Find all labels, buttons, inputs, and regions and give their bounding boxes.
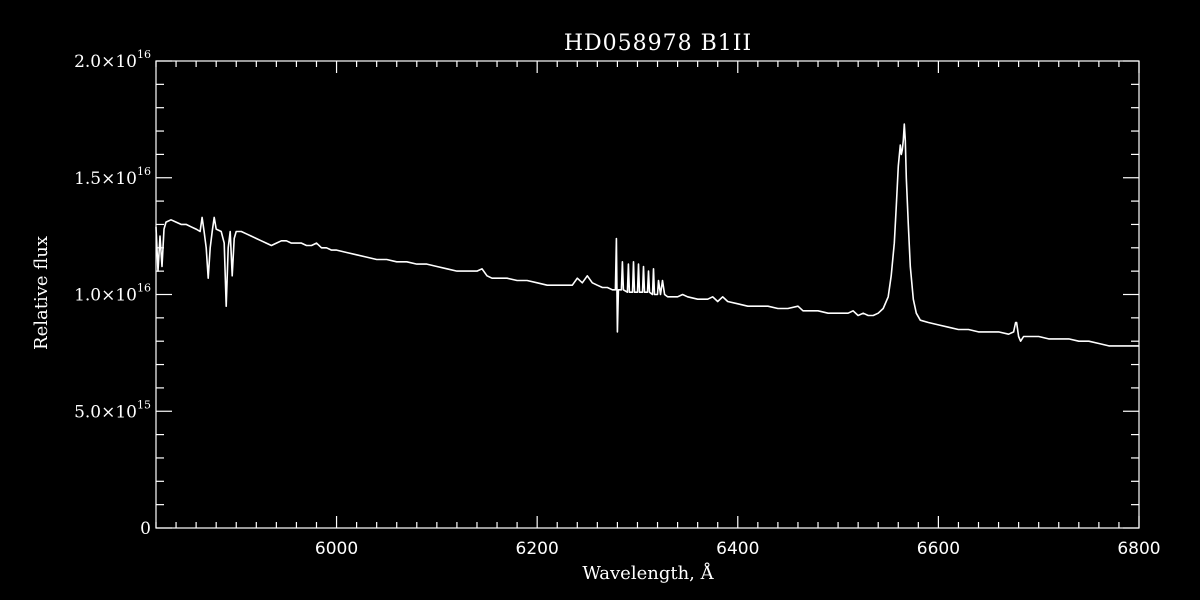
x-tick-label: 6600 — [917, 539, 960, 559]
plot-frame — [155, 60, 1140, 529]
x-tick-label: 6800 — [1117, 539, 1160, 559]
x-tick-label: 6400 — [716, 539, 759, 559]
x-tick-label: 6200 — [516, 539, 559, 559]
y-tick-label: 5.0×1015 — [74, 398, 151, 422]
spectrum-line-0 — [155, 123, 1139, 347]
series-layer — [155, 123, 1139, 347]
y-axis: 0 5.0×1015 1.0×1016 1.5×1016 2.0×1016 — [74, 48, 1139, 539]
y-axis-label: Relative flux — [31, 236, 52, 350]
x-axis: 6000 6200 6400 6600 6800 — [155, 61, 1161, 559]
chart-title: HD058978 B1II — [564, 31, 752, 56]
y-tick-label: 1.5×1016 — [74, 165, 151, 189]
x-axis-label: Wavelength, Å — [582, 562, 714, 584]
x-tick-label: 6000 — [315, 539, 358, 559]
y-tick-label: 0 — [140, 519, 151, 539]
y-tick-label: 2.0×1016 — [74, 48, 151, 72]
plot-border — [155, 60, 1140, 529]
y-tick-label: 1.0×1016 — [74, 282, 151, 306]
